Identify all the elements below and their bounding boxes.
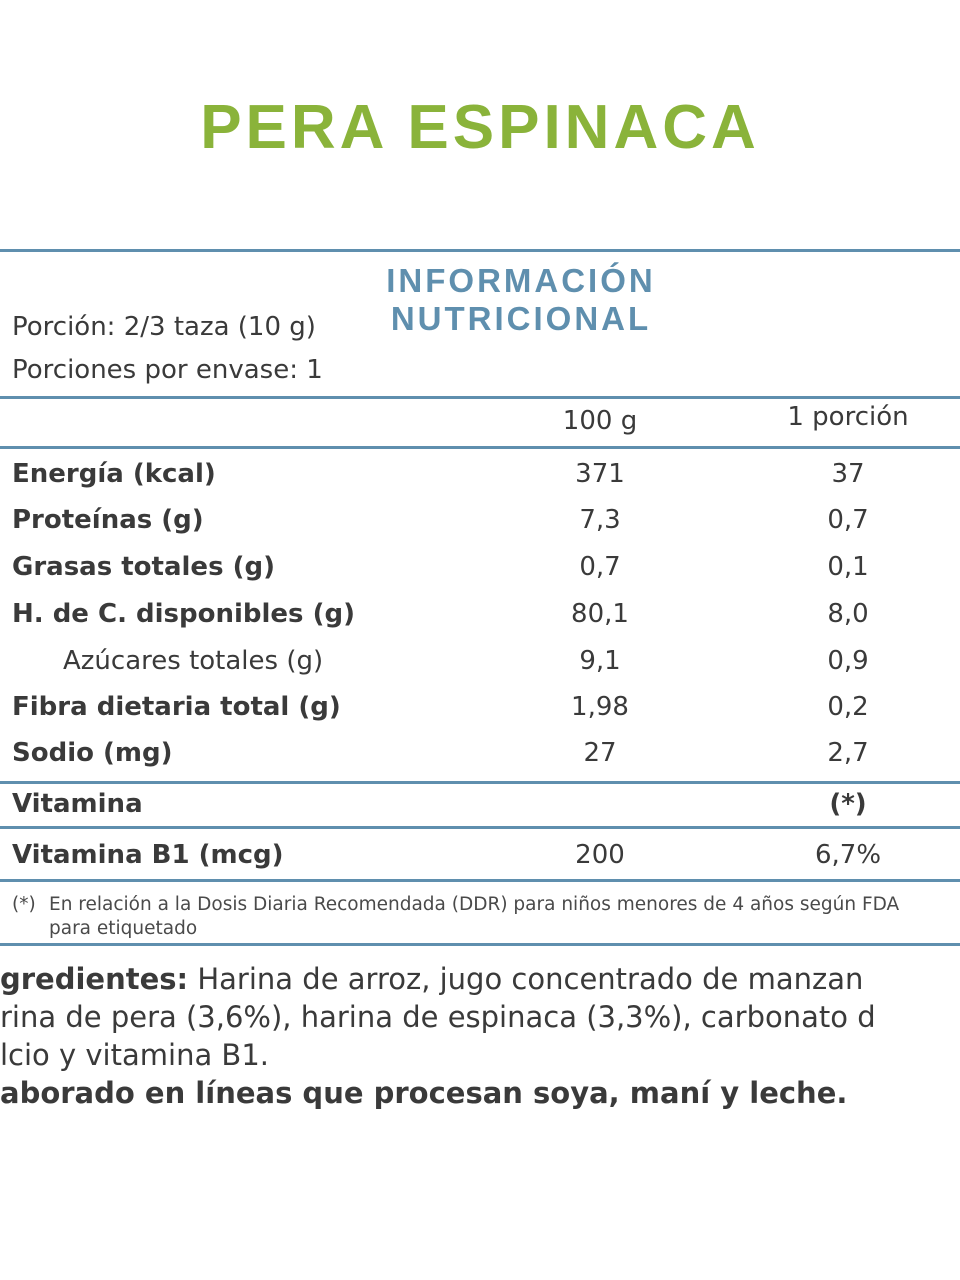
nutrient-value-serving: 8,0 bbox=[827, 599, 869, 629]
product-title: PERA ESPINACA bbox=[200, 93, 760, 162]
ingredients-line: rina de pera (3,6%), harina de espinaca … bbox=[0, 1000, 876, 1034]
nutrient-label: Fibra dietaria total (g) bbox=[12, 692, 341, 722]
nutrient-value-100g: 80,1 bbox=[571, 599, 629, 629]
nutrient-label: H. de C. disponibles (g) bbox=[12, 599, 355, 629]
nutrient-value-serving: 0,1 bbox=[827, 552, 869, 582]
nutrient-label: Energía (kcal) bbox=[12, 459, 216, 489]
vitamin-value-serving: 6,7% bbox=[814, 840, 882, 870]
nutrient-value-100g: 1,98 bbox=[571, 692, 629, 722]
footnote: (*) En relación a la Dosis Diaria Recome… bbox=[12, 893, 932, 941]
nutrition-panel-title: INFORMACIÓN NUTRICIONAL bbox=[386, 262, 656, 337]
nutrient-label: Grasas totales (g) bbox=[12, 552, 275, 582]
nutrient-value-100g: 0,7 bbox=[579, 552, 621, 582]
vitamin-value-100g: 200 bbox=[575, 840, 625, 870]
nutrient-value-serving: 0,9 bbox=[827, 646, 869, 676]
servings-per-container: Porciones por envase: 1 bbox=[12, 355, 323, 385]
nutrient-sublabel: Azúcares totales (g) bbox=[63, 646, 324, 676]
ingredients-block: gredientes: Harina de arroz, jugo concen… bbox=[0, 960, 960, 1112]
column-header-100g: 100 g bbox=[562, 406, 638, 436]
footnote-mark: (*) bbox=[12, 894, 36, 915]
divider bbox=[0, 396, 960, 399]
ingredients-label: gredientes: bbox=[0, 962, 189, 996]
nutrient-value-serving: 2,7 bbox=[827, 738, 869, 768]
ingredients-line: gredientes: Harina de arroz, jugo concen… bbox=[0, 960, 960, 998]
ingredients-line: lcio y vitamina B1. bbox=[0, 1038, 270, 1072]
divider bbox=[0, 446, 960, 449]
vitamin-label: Vitamina B1 (mcg) bbox=[12, 840, 284, 870]
nutrient-label: Sodio (mg) bbox=[12, 738, 173, 768]
nutrient-label: Proteínas (g) bbox=[12, 505, 204, 535]
nutrition-panel bbox=[0, 249, 960, 946]
nutrient-value-serving: 37 bbox=[831, 459, 865, 489]
serving-size: Porción: 2/3 taza (10 g) bbox=[12, 312, 316, 342]
nutrient-value-100g: 7,3 bbox=[579, 505, 621, 535]
divider bbox=[0, 781, 960, 784]
nutrient-value-100g: 27 bbox=[583, 738, 617, 768]
nutrient-value-serving: 0,7 bbox=[827, 505, 869, 535]
divider bbox=[0, 826, 960, 829]
allergen-warning: aborado en líneas que procesan soya, man… bbox=[0, 1076, 848, 1110]
vitamin-header-mark: (*) bbox=[829, 789, 867, 819]
nutrient-value-100g: 371 bbox=[575, 459, 625, 489]
nutrient-value-100g: 9,1 bbox=[579, 646, 621, 676]
ingredients-text: Harina de arroz, jugo concentrado de man… bbox=[188, 962, 864, 996]
nutrient-value-serving: 0,2 bbox=[827, 692, 869, 722]
column-header-serving: 1 porción bbox=[787, 402, 909, 432]
divider bbox=[0, 879, 960, 882]
vitamin-header-label: Vitamina bbox=[12, 789, 143, 819]
footnote-text: En relación a la Dosis Diaria Recomendad… bbox=[49, 894, 900, 939]
